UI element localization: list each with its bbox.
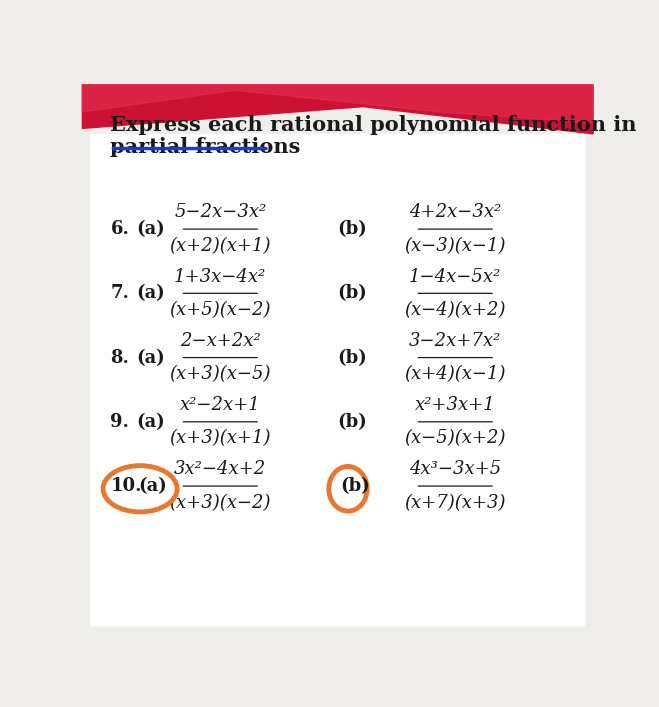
Text: (a): (a) [136, 220, 165, 238]
Text: x²+3x+1: x²+3x+1 [415, 396, 496, 414]
Text: 3−2x+7x²: 3−2x+7x² [409, 332, 501, 350]
Text: 1+3x−4x²: 1+3x−4x² [174, 268, 266, 286]
Text: (a): (a) [136, 413, 165, 431]
Text: (b): (b) [338, 284, 368, 303]
Text: 4+2x−3x²: 4+2x−3x² [409, 204, 501, 221]
Text: (x+7)(x+3): (x+7)(x+3) [405, 493, 506, 512]
Polygon shape [82, 85, 593, 134]
Text: (x+2)(x+1): (x+2)(x+1) [169, 237, 271, 255]
Text: (x+5)(x−2): (x+5)(x−2) [169, 301, 271, 319]
Text: 10.: 10. [111, 477, 142, 495]
Text: x²−2x+1: x²−2x+1 [180, 396, 261, 414]
Text: 6.: 6. [111, 220, 129, 238]
Text: (b): (b) [338, 349, 368, 366]
Text: 4x³−3x+5: 4x³−3x+5 [409, 460, 501, 479]
Text: (x+3)(x−5): (x+3)(x−5) [169, 366, 271, 383]
Text: 9.: 9. [111, 413, 129, 431]
Polygon shape [82, 85, 593, 123]
Text: 5−2x−3x²: 5−2x−3x² [174, 204, 266, 221]
Text: (x−3)(x−1): (x−3)(x−1) [405, 237, 506, 255]
Text: (x−4)(x+2): (x−4)(x+2) [405, 301, 506, 319]
Text: (a): (a) [138, 477, 167, 495]
Text: (a): (a) [136, 349, 165, 366]
Text: (x+3)(x−2): (x+3)(x−2) [169, 493, 271, 512]
Text: 3x²−4x+2: 3x²−4x+2 [174, 460, 266, 479]
Text: 7.: 7. [111, 284, 129, 303]
Text: partial fractions: partial fractions [111, 136, 301, 156]
Text: (x+4)(x−1): (x+4)(x−1) [405, 366, 506, 383]
Text: Express each rational polynomial function in: Express each rational polynomial functio… [111, 115, 637, 135]
Text: (x−5)(x+2): (x−5)(x+2) [405, 429, 506, 448]
Text: (a): (a) [136, 284, 165, 303]
Text: (b): (b) [340, 477, 370, 495]
Text: (b): (b) [338, 413, 368, 431]
Text: (x+3)(x+1): (x+3)(x+1) [169, 429, 271, 448]
Text: (b): (b) [338, 220, 368, 238]
Text: 1−4x−5x²: 1−4x−5x² [409, 268, 501, 286]
FancyBboxPatch shape [90, 134, 585, 626]
Text: 8.: 8. [111, 349, 129, 366]
Text: 2−x+2x²: 2−x+2x² [180, 332, 261, 350]
